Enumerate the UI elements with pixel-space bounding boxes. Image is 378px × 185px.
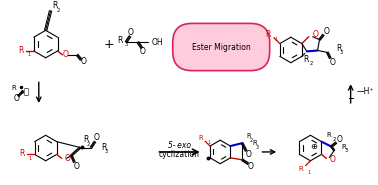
Text: R: R [198,135,203,141]
Text: 2: 2 [87,142,90,147]
Text: O: O [245,150,251,159]
Text: 2: 2 [332,137,336,142]
Text: 1: 1 [27,52,31,57]
Text: 2: 2 [250,138,253,143]
Text: 2: 2 [56,8,60,13]
Text: R: R [83,135,88,144]
Text: O: O [324,27,329,36]
Text: 3: 3 [20,90,23,95]
Text: R: R [246,133,251,139]
Text: O: O [313,30,319,39]
Text: 5- exo: 5- exo [167,141,191,150]
Text: R: R [341,144,346,149]
Text: 3: 3 [105,149,108,154]
Text: O: O [13,93,19,102]
Text: O: O [140,47,146,56]
Text: R: R [101,143,106,152]
Text: R: R [336,44,342,53]
Text: 3: 3 [125,42,129,47]
Text: O: O [62,50,68,59]
Text: —H⁺: —H⁺ [356,87,374,96]
Text: [Ag]/[O]: [Ag]/[O] [206,26,237,35]
Text: O: O [248,162,254,171]
Text: 1: 1 [308,170,311,175]
Text: 2: 2 [310,61,313,66]
Text: O: O [128,28,134,37]
Text: 3: 3 [340,51,343,56]
Text: ⊕: ⊕ [310,142,317,151]
Text: O: O [336,135,342,144]
Text: 3: 3 [345,148,348,153]
Text: R: R [303,55,308,64]
Text: O: O [94,133,100,142]
Text: R: R [266,30,271,39]
Text: R: R [299,166,304,172]
Text: OH: OH [152,38,163,47]
Text: R: R [19,149,25,158]
Text: O: O [81,57,87,66]
Text: Ester Migration: Ester Migration [192,43,251,51]
Text: 3: 3 [256,145,259,150]
Text: R: R [11,85,16,91]
Text: O: O [73,162,79,171]
Text: +: + [104,38,115,51]
Text: 1: 1 [207,140,210,145]
Text: ⌒: ⌒ [23,88,29,97]
Text: cyclization: cyclization [158,150,200,159]
Text: R: R [326,132,331,138]
Text: R: R [117,36,122,45]
Text: R: R [19,46,24,55]
Text: R: R [53,1,58,10]
Text: R: R [252,140,257,146]
Text: O: O [329,155,335,164]
Text: 1: 1 [275,37,278,42]
Text: 1: 1 [29,156,32,161]
Text: O: O [329,58,335,67]
Text: O: O [65,154,70,163]
